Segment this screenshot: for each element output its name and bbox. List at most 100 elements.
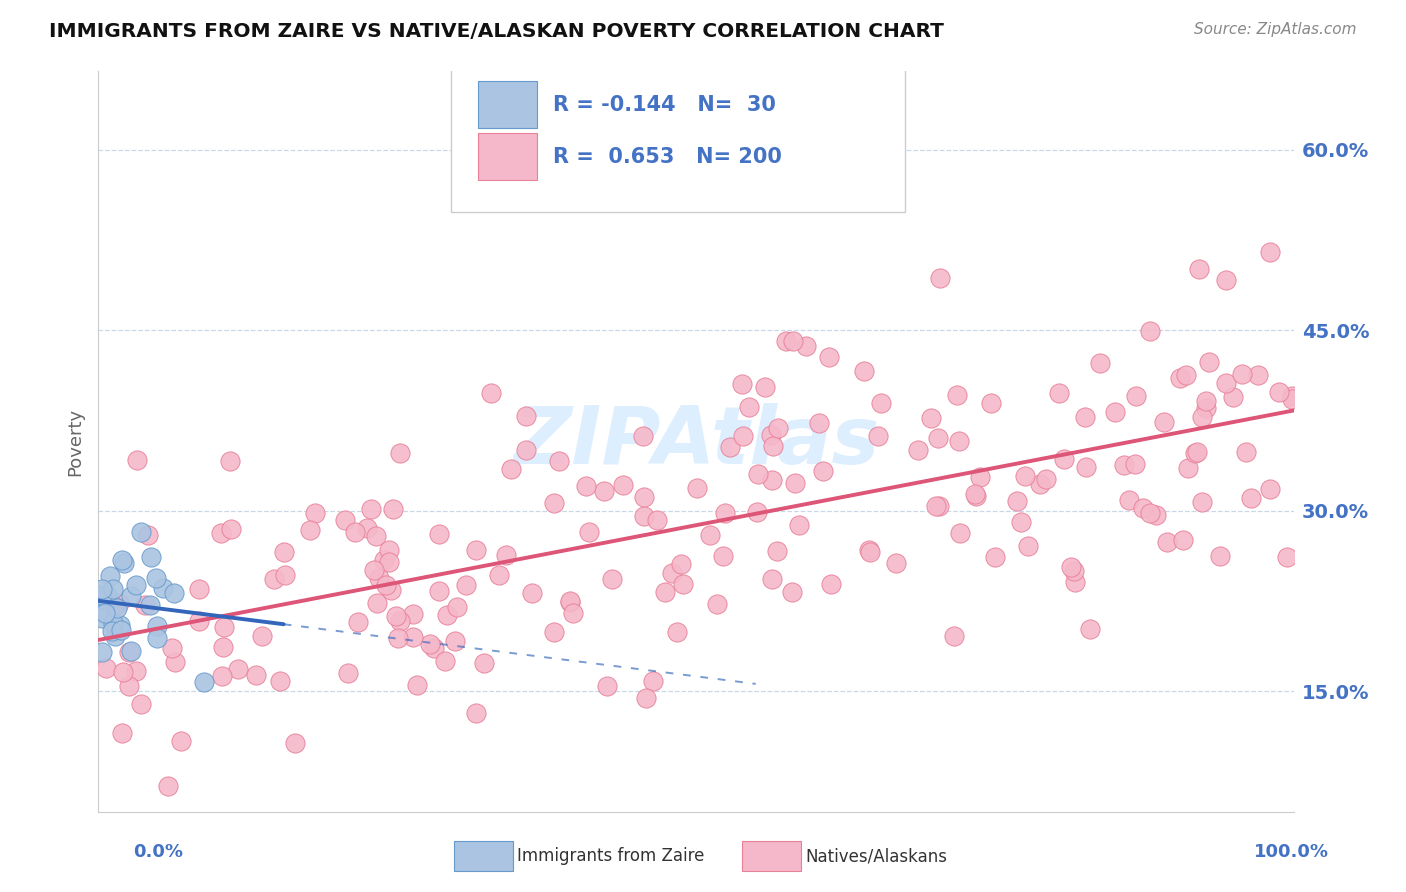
Point (645, 512, 668, 526)
Point (188, 614, 211, 628)
Point (134, 599, 156, 613)
Point (336, 665, 359, 680)
Point (125, 664, 148, 678)
Point (101, 582, 124, 596)
Point (706, 597, 728, 611)
Point (1017, 539, 1039, 553)
Point (775, 334, 797, 348)
Point (859, 545, 882, 559)
Point (124, 577, 146, 591)
Point (1174, 368, 1197, 382)
Point (942, 629, 965, 643)
Point (212, 640, 235, 654)
Point (209, 525, 232, 540)
Point (129, 697, 152, 711)
Point (360, 502, 382, 516)
Text: Source: ZipAtlas.com: Source: ZipAtlas.com (1194, 22, 1357, 37)
Point (969, 469, 991, 483)
Point (112, 557, 135, 571)
Point (156, 779, 179, 793)
Point (738, 401, 761, 415)
Text: ZIPAtlas: ZIPAtlas (513, 402, 879, 481)
Point (419, 637, 441, 651)
Point (1139, 506, 1161, 520)
Point (1144, 508, 1167, 522)
Point (138, 598, 160, 612)
Point (1215, 273, 1237, 287)
Point (984, 550, 1007, 565)
Point (152, 581, 174, 595)
Point (1035, 471, 1057, 485)
Point (858, 542, 880, 557)
Point (374, 577, 396, 591)
Point (91, 582, 114, 596)
Point (754, 380, 776, 394)
Text: IMMIGRANTS FROM ZAIRE VS NATIVE/ALASKAN POVERTY CORRELATION CHART: IMMIGRANTS FROM ZAIRE VS NATIVE/ALASKAN … (49, 22, 943, 41)
Point (98, 569, 121, 583)
Point (1209, 549, 1232, 563)
Point (1060, 560, 1083, 574)
Point (163, 586, 186, 600)
Point (907, 442, 929, 457)
Point (1281, 389, 1303, 403)
FancyBboxPatch shape (478, 81, 537, 128)
Point (1247, 368, 1270, 382)
Point (561, 606, 583, 620)
Point (558, 594, 581, 608)
Point (127, 453, 149, 467)
Point (520, 585, 543, 599)
Point (111, 665, 134, 680)
Point (780, 585, 803, 599)
Point (96, 588, 118, 602)
Point (427, 584, 450, 599)
Point (731, 377, 754, 392)
Point (868, 429, 890, 443)
Point (1132, 501, 1154, 516)
Point (120, 589, 142, 603)
Point (1047, 386, 1070, 401)
Point (423, 640, 446, 655)
Point (718, 440, 741, 454)
Point (927, 431, 949, 445)
Point (366, 596, 388, 610)
Point (333, 513, 356, 527)
Point (434, 654, 457, 668)
Point (1014, 469, 1036, 483)
Point (1195, 401, 1218, 415)
Point (925, 499, 948, 513)
Point (1123, 457, 1146, 471)
Point (1053, 451, 1076, 466)
Point (813, 464, 835, 478)
Point (1191, 409, 1213, 424)
Point (103, 599, 125, 613)
Point (1234, 445, 1257, 459)
Point (91, 588, 114, 602)
Point (401, 630, 423, 644)
Point (733, 429, 755, 443)
Point (91, 611, 114, 625)
Point (1195, 394, 1218, 409)
Point (212, 620, 235, 634)
Point (446, 600, 468, 615)
Point (405, 678, 427, 692)
Point (699, 528, 721, 542)
Point (380, 582, 402, 597)
Point (921, 411, 943, 425)
Point (1153, 416, 1175, 430)
Point (669, 557, 692, 571)
Point (762, 439, 785, 453)
Y-axis label: Poverty: Poverty (66, 408, 84, 475)
Text: Immigrants from Zaire: Immigrants from Zaire (517, 847, 704, 865)
Point (93, 602, 115, 616)
Point (1168, 371, 1191, 385)
Point (949, 526, 972, 541)
Point (273, 545, 295, 559)
Text: R =  0.653   N= 200: R = 0.653 N= 200 (553, 146, 782, 167)
Point (165, 655, 187, 669)
Point (368, 571, 391, 585)
Point (666, 625, 689, 640)
Point (402, 607, 425, 621)
Point (631, 429, 654, 443)
Point (1078, 622, 1101, 636)
Point (1198, 355, 1220, 369)
